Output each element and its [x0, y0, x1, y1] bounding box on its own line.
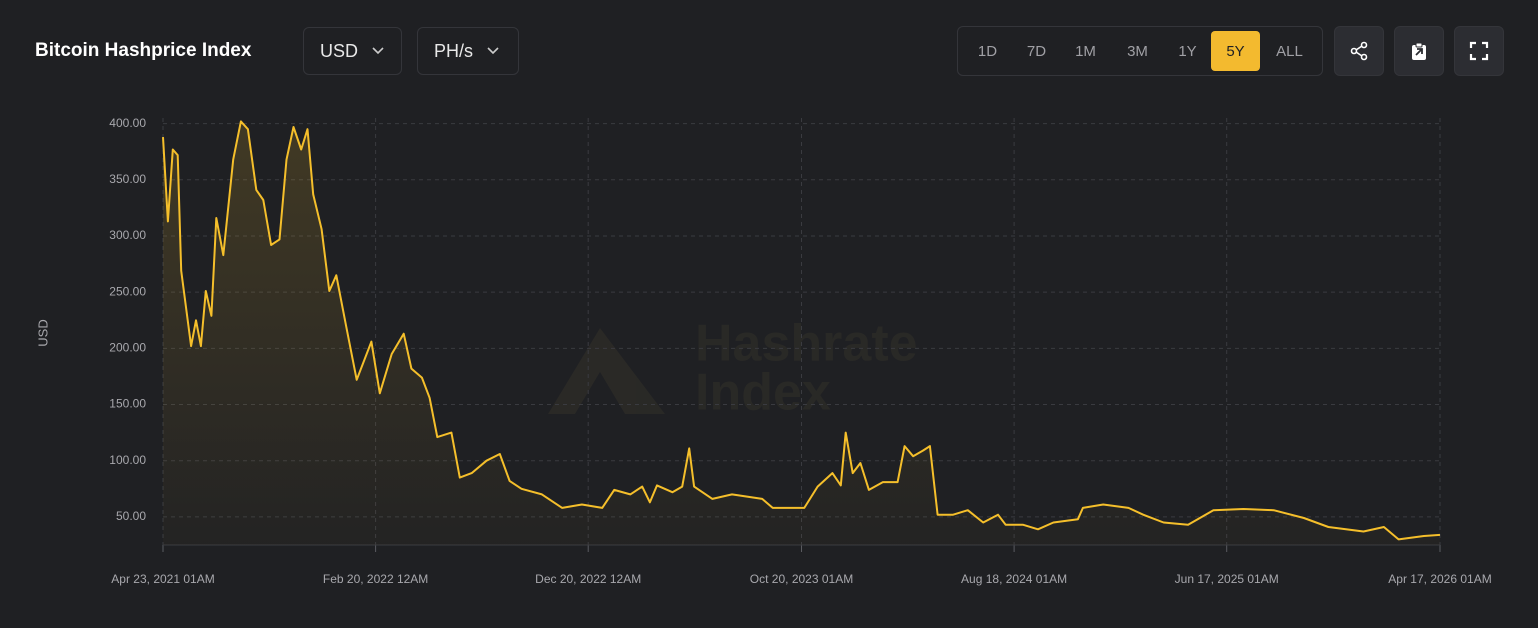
unit-dropdown[interactable]: PH/s	[417, 27, 519, 75]
y-tick-label: 150.00	[109, 397, 146, 411]
range-button[interactable]: 1M	[1075, 42, 1096, 60]
watermark-text: Index	[695, 364, 831, 422]
copy-icon	[1412, 42, 1426, 60]
title: Bitcoin Hashprice Index	[35, 40, 252, 61]
chevron	[372, 47, 384, 55]
share-button[interactable]	[1334, 26, 1384, 76]
x-tick-label: Dec 20, 2022 12AM	[535, 572, 641, 586]
watermark: Hashrate Index	[548, 315, 918, 422]
fullscreen-button[interactable]	[1454, 26, 1504, 76]
watermark-text: Hashrate	[695, 315, 918, 373]
y-tick-label: 200.00	[109, 341, 146, 355]
grid	[162, 118, 1441, 545]
range-button[interactable]: 7D	[1026, 42, 1047, 60]
y-tick-label: 300.00	[109, 228, 146, 242]
currency-dropdown[interactable]: USD	[303, 27, 402, 75]
x-tick-label: Apr 17, 2026 01AM	[1388, 572, 1491, 586]
range-button[interactable]: ALL	[1276, 42, 1303, 60]
y-tick-label: 250.00	[109, 284, 146, 298]
area	[163, 121, 1440, 546]
x-tick-label: Aug 18, 2024 01AM	[961, 572, 1067, 586]
chevron	[487, 47, 499, 55]
line	[162, 120, 1441, 541]
y-tick-label: 100.00	[109, 453, 146, 467]
x-tick-label: Oct 20, 2023 01AM	[750, 572, 853, 586]
range-button[interactable]: 1D	[977, 42, 998, 60]
range-button[interactable]: 5Y	[1211, 31, 1260, 71]
range-button[interactable]: 1Y	[1178, 42, 1197, 60]
dropdown-label: USD	[320, 40, 359, 61]
x-tick-label: Feb 20, 2022 12AM	[323, 572, 428, 586]
y-tick-label: 400.00	[109, 116, 146, 130]
fullscreen-icon	[1469, 41, 1489, 61]
range-button[interactable]: 3M	[1127, 42, 1148, 60]
copy-button[interactable]	[1394, 26, 1444, 76]
y-axis-label: USD	[35, 319, 50, 346]
x-tick-label: Apr 23, 2021 01AM	[111, 572, 214, 586]
dropdown-label: PH/s	[434, 40, 474, 61]
y-tick-label: 50.00	[116, 509, 146, 523]
share-icon	[1350, 41, 1368, 61]
range-group: 1D 7D 1M 3M 1Y 5Y ALL	[957, 26, 1323, 76]
y-tick-label: 350.00	[109, 172, 146, 186]
x-tick-label: Jun 17, 2025 01AM	[1175, 572, 1279, 586]
